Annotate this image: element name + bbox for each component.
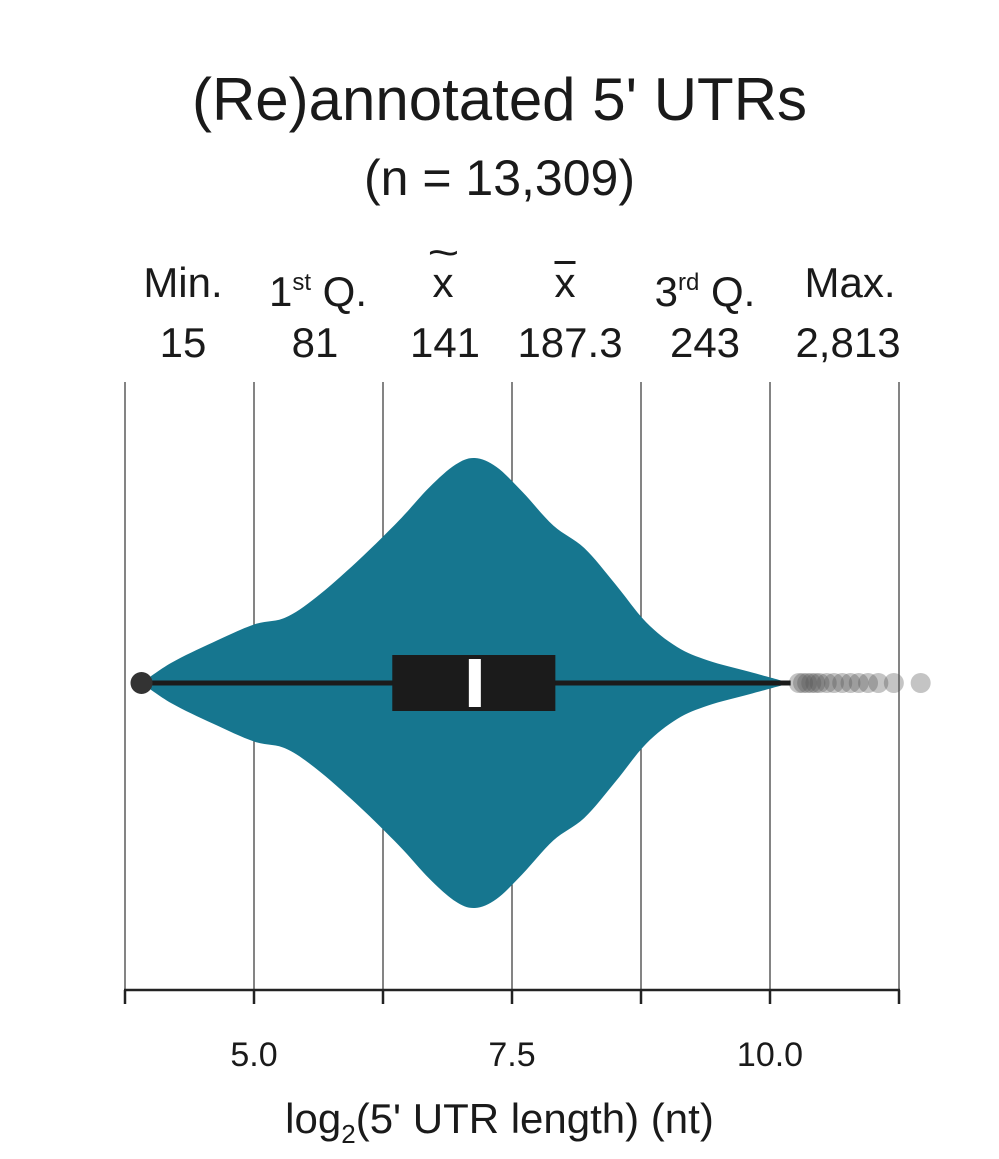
x-tick-label-1: 7.5 [488, 1036, 535, 1074]
stat-label-max: Max. [804, 259, 896, 306]
stat-label-mean: x [554, 259, 576, 306]
outlier-point-5 [809, 673, 830, 693]
chart-title: (Re)annotated 5' UTRs [191, 66, 808, 133]
stat-value-median: 141 [409, 319, 481, 366]
outlier-point-14 [910, 673, 931, 693]
outlier-point-2 [797, 673, 818, 693]
outlier-point-11 [858, 673, 879, 693]
chart-subtitle: (n = 13,309) [363, 150, 636, 206]
x-tick-label-2: 10.0 [737, 1036, 803, 1074]
outlier-point-3 [801, 673, 822, 693]
stat-value-q1: 81 [291, 319, 339, 366]
outlier-point-8 [832, 673, 853, 693]
stat-label-q3: 3rd Q. [654, 268, 756, 315]
stat-label-q1: 1st Q. [268, 268, 368, 315]
outlier-point-9 [840, 673, 861, 693]
stat-label-min: Min. [143, 259, 223, 306]
min-point [130, 672, 153, 694]
stat-value-min: 15 [159, 319, 207, 366]
stat-label-median: x [433, 258, 454, 308]
outlier-points [788, 673, 931, 693]
outlier-point-1 [793, 673, 814, 693]
stat-value-mean: 187.3 [517, 319, 623, 366]
median-mark [468, 659, 481, 707]
outlier-point-4 [805, 673, 826, 693]
stat-value-max: 2,813 [795, 319, 901, 366]
stat-value-q3: 243 [669, 319, 741, 366]
x-axis-ticks: 5.0 7.5 10.0 [123, 990, 901, 1074]
outlier-point-12 [868, 673, 889, 693]
x-axis-label: log2(5' UTR length) (nt) [285, 1095, 714, 1149]
outlier-point-0 [788, 673, 809, 693]
outlier-point-6 [816, 673, 837, 693]
outlier-point-10 [848, 673, 869, 693]
x-tick-label-0: 5.0 [230, 1036, 277, 1074]
outlier-point-7 [823, 673, 844, 693]
outlier-point-13 [883, 673, 904, 693]
